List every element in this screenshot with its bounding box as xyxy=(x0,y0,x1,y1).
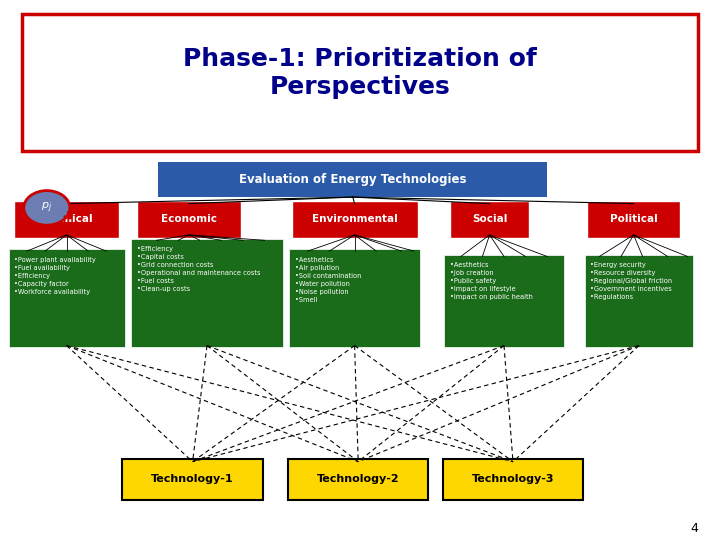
FancyBboxPatch shape xyxy=(158,162,547,197)
FancyBboxPatch shape xyxy=(443,459,583,500)
Text: •Aesthetics
•Air pollution
•Soil contamination
•Water pollution
•Noise pollution: •Aesthetics •Air pollution •Soil contami… xyxy=(295,256,361,302)
FancyBboxPatch shape xyxy=(122,459,263,500)
Text: •Efficiency
•Capital costs
•Grid connection costs
•Operational and maintenance c: •Efficiency •Capital costs •Grid connect… xyxy=(137,246,261,292)
Text: •Power plant availability
•Fuel availability
•Efficiency
•Capacity factor
•Workf: •Power plant availability •Fuel availabi… xyxy=(14,256,96,294)
Text: Technology-1: Technology-1 xyxy=(151,474,234,484)
Text: $p_j$: $p_j$ xyxy=(41,201,53,215)
Text: Evaluation of Energy Technologies: Evaluation of Energy Technologies xyxy=(239,173,467,186)
Text: 4: 4 xyxy=(690,522,698,535)
Text: Environmental: Environmental xyxy=(312,214,397,224)
Text: Technology-3: Technology-3 xyxy=(472,474,554,484)
FancyBboxPatch shape xyxy=(22,14,698,151)
Text: •Aesthetics
•Job creation
•Public safety
•Impact on lifestyle
•Impact on public : •Aesthetics •Job creation •Public safety… xyxy=(450,262,533,300)
FancyBboxPatch shape xyxy=(289,249,420,347)
FancyBboxPatch shape xyxy=(131,239,283,347)
FancyBboxPatch shape xyxy=(14,201,119,238)
FancyBboxPatch shape xyxy=(288,459,428,500)
FancyBboxPatch shape xyxy=(585,255,693,347)
Text: Technical: Technical xyxy=(40,214,94,224)
Text: Technology-2: Technology-2 xyxy=(317,474,400,484)
FancyBboxPatch shape xyxy=(9,249,125,347)
FancyBboxPatch shape xyxy=(450,201,529,238)
Text: •Energy security
•Resource diversity
•Regional/Global friction
•Government incen: •Energy security •Resource diversity •Re… xyxy=(590,262,672,300)
Text: Economic: Economic xyxy=(161,214,217,224)
Text: Phase-1: Prioritization of
Perspectives: Phase-1: Prioritization of Perspectives xyxy=(183,47,537,99)
FancyBboxPatch shape xyxy=(587,201,680,238)
FancyBboxPatch shape xyxy=(292,201,418,238)
Circle shape xyxy=(24,191,70,225)
FancyBboxPatch shape xyxy=(137,201,241,238)
Text: Social: Social xyxy=(472,214,508,224)
Text: Political: Political xyxy=(610,214,657,224)
FancyBboxPatch shape xyxy=(444,255,564,347)
